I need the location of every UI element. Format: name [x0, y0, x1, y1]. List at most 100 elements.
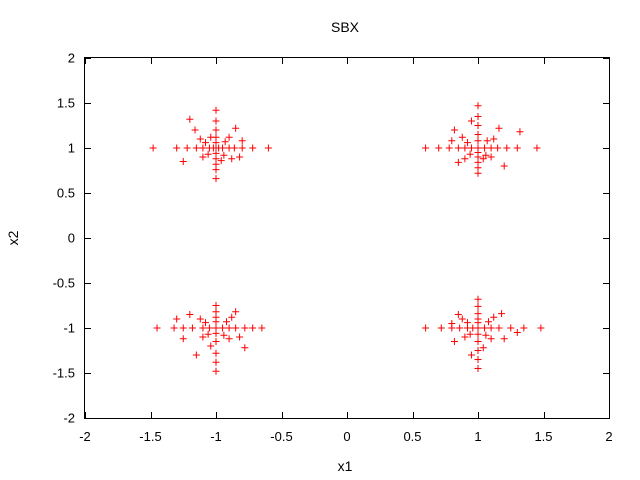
data-point — [225, 324, 233, 332]
data-point — [179, 158, 187, 165]
data-point — [186, 311, 194, 318]
data-point — [258, 324, 266, 332]
data-point — [212, 302, 220, 309]
data-point — [503, 144, 511, 152]
data-point — [533, 144, 541, 152]
data-point — [481, 324, 489, 332]
data-point — [422, 144, 430, 152]
data-point — [458, 315, 466, 323]
data-point — [520, 324, 528, 332]
x-tick-label: -1 — [210, 429, 222, 444]
data-point — [474, 302, 482, 310]
data-point — [192, 144, 200, 152]
data-point — [448, 320, 456, 327]
data-point — [454, 144, 462, 152]
data-point — [474, 347, 482, 354]
y-tick-label: 1.5 — [57, 96, 75, 111]
x-tick-label: 1.5 — [534, 429, 552, 444]
data-point — [464, 319, 472, 327]
data-point — [507, 324, 515, 332]
data-point — [516, 128, 524, 136]
y-tick-label: 0 — [68, 231, 75, 246]
data-point — [474, 365, 482, 372]
data-point — [241, 324, 249, 332]
data-point — [474, 338, 482, 345]
data-point — [513, 329, 521, 336]
data-point — [186, 115, 194, 123]
data-point — [448, 137, 456, 145]
data-point — [221, 138, 229, 146]
data-point — [495, 124, 503, 132]
data-point — [199, 144, 207, 152]
data-point — [467, 351, 475, 359]
x-tick-label: -0.5 — [270, 429, 292, 444]
x-tick-label: -2 — [79, 429, 91, 444]
data-point — [225, 335, 233, 343]
data-point — [191, 126, 199, 134]
data-point — [474, 330, 482, 338]
data-point — [241, 344, 249, 352]
data-point — [474, 102, 482, 110]
data-point — [249, 144, 257, 152]
plot-area — [84, 57, 610, 419]
data-point — [456, 324, 464, 332]
data-point — [437, 324, 445, 332]
data-point — [212, 175, 220, 183]
data-point — [454, 158, 462, 166]
data-point — [219, 324, 227, 332]
data-point — [236, 333, 244, 341]
y-tick-label: 0.5 — [57, 186, 75, 201]
data-point — [222, 318, 230, 326]
x-tick-label: 1 — [474, 429, 481, 444]
data-point — [474, 122, 482, 129]
y-axis: -2 -1.5 -1 -0.5 0 0.5 1 1.5 2 — [53, 51, 609, 426]
data-point — [474, 113, 482, 120]
data-point — [264, 144, 272, 152]
data-point — [204, 150, 212, 158]
data-point — [500, 335, 508, 343]
data-point — [479, 155, 487, 163]
data-point — [454, 311, 462, 318]
data-point — [212, 117, 220, 125]
data-point — [205, 324, 213, 332]
data-point — [212, 329, 220, 337]
data-point — [487, 144, 495, 152]
data-point — [212, 358, 220, 366]
data-point — [228, 155, 236, 163]
data-point — [236, 153, 244, 161]
data-point — [220, 151, 228, 159]
data-point — [188, 324, 196, 332]
data-point — [199, 153, 207, 161]
data-point — [212, 349, 220, 357]
chart-title: SBX — [331, 19, 360, 35]
data-point — [498, 310, 506, 318]
data-point — [474, 319, 482, 327]
data-point — [487, 335, 495, 343]
data-point — [450, 126, 458, 134]
data-point — [204, 330, 212, 338]
data-point — [466, 150, 474, 158]
data-point — [238, 144, 246, 152]
data-point — [466, 330, 474, 338]
data-point — [232, 324, 240, 332]
data-point — [467, 117, 475, 125]
data-point — [238, 137, 246, 145]
data-point — [217, 157, 225, 165]
data-point — [467, 144, 475, 152]
data-point — [212, 139, 220, 147]
data-point — [207, 342, 215, 350]
data-point — [483, 137, 491, 145]
data-point — [199, 333, 207, 341]
data-point — [179, 335, 187, 343]
data-point — [482, 151, 490, 159]
data-point — [212, 106, 220, 114]
y-tick-label: -2 — [63, 411, 75, 426]
data-point — [481, 144, 489, 152]
data-point — [464, 139, 472, 147]
data-point — [173, 144, 181, 152]
data-point — [445, 144, 453, 152]
data-point — [479, 344, 487, 352]
data-point — [450, 338, 458, 345]
y-tick-label: 2 — [68, 51, 75, 66]
y-tick-label: 1 — [68, 141, 75, 156]
